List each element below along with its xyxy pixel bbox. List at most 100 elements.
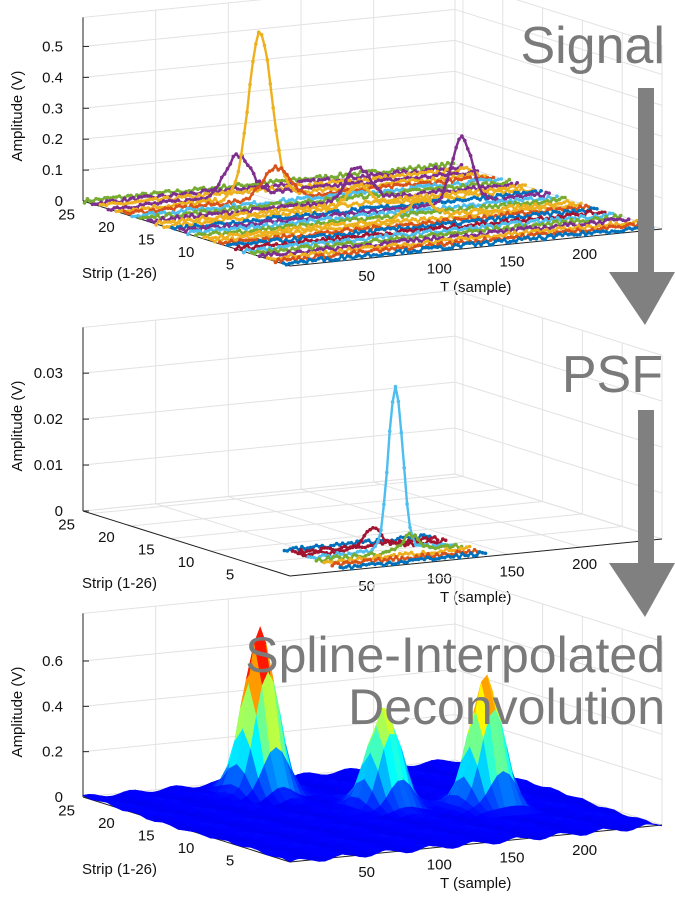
- data-point: [127, 201, 132, 205]
- data-point: [115, 205, 119, 209]
- data-point: [140, 191, 145, 196]
- data-point: [299, 548, 303, 552]
- data-point: [241, 250, 246, 255]
- data-point: [418, 249, 422, 254]
- data-point: [300, 544, 304, 549]
- data-point: [454, 542, 458, 547]
- data-point: [428, 201, 433, 206]
- data-point: [167, 211, 171, 216]
- data-point: [481, 203, 486, 208]
- data-point: [234, 232, 238, 237]
- data-point: [215, 201, 220, 206]
- data-point: [378, 189, 383, 194]
- data-point: [131, 210, 135, 215]
- data-point: [148, 197, 152, 202]
- data-point: [420, 174, 425, 179]
- data-point: [404, 533, 409, 538]
- data-point: [385, 203, 389, 208]
- strip-tick-label: 20: [98, 529, 115, 546]
- data-point: [409, 173, 414, 177]
- data-point: [213, 197, 217, 201]
- data-point: [231, 205, 235, 210]
- data-point: [184, 229, 188, 234]
- data-point: [543, 237, 547, 242]
- data-point: [441, 204, 446, 208]
- data-point: [312, 187, 316, 192]
- data-point: [307, 185, 311, 190]
- data-point: [177, 203, 182, 208]
- data-point: [371, 194, 376, 199]
- strip-axis-label: Strip (1-26): [82, 265, 157, 282]
- data-point: [105, 195, 110, 200]
- z-tick-label: 0.4: [42, 69, 63, 86]
- data-point: [143, 206, 148, 211]
- data-point: [270, 185, 274, 189]
- data-point: [110, 200, 114, 205]
- data-point: [466, 172, 470, 177]
- data-point: [340, 211, 345, 216]
- data-point: [165, 195, 169, 199]
- data-point: [469, 551, 473, 555]
- data-point: [233, 179, 238, 184]
- data-point: [435, 552, 439, 556]
- data-point: [252, 200, 257, 204]
- data-point: [457, 211, 462, 216]
- data-point: [279, 181, 284, 186]
- data-point: [186, 232, 190, 237]
- time-axis-label: T (sample): [440, 875, 511, 892]
- data-point: [363, 177, 367, 181]
- data-point: [237, 205, 241, 209]
- data-point: [555, 194, 559, 198]
- data-point: [348, 189, 352, 193]
- data-point: [336, 561, 340, 565]
- data-point: [581, 229, 585, 234]
- data-point: [286, 187, 291, 191]
- data-point: [381, 235, 386, 240]
- data-point: [291, 256, 295, 260]
- data-point: [485, 226, 489, 230]
- data-point: [311, 205, 315, 210]
- data-point: [444, 217, 449, 221]
- data-point: [114, 195, 119, 199]
- data-point: [433, 165, 438, 169]
- data-point: [419, 178, 424, 182]
- data-point: [195, 200, 200, 204]
- data-point: [218, 203, 222, 208]
- data-point: [265, 58, 270, 62]
- data-point: [166, 188, 171, 193]
- data-point: [286, 254, 290, 259]
- data-point: [379, 528, 383, 532]
- data-point: [597, 219, 602, 224]
- data-point: [402, 466, 407, 470]
- data-point: [242, 131, 246, 136]
- data-point: [229, 238, 234, 243]
- data-point: [450, 190, 455, 194]
- data-point: [437, 171, 442, 176]
- data-point: [104, 203, 108, 208]
- data-point: [201, 224, 205, 229]
- z-tick-label: 0.1: [42, 162, 63, 179]
- data-point: [126, 205, 131, 210]
- data-point: [428, 162, 433, 167]
- data-point: [137, 209, 141, 213]
- z-tick-label: 0.01: [34, 457, 63, 474]
- data-point: [230, 186, 235, 191]
- data-point: [494, 208, 499, 213]
- data-point: [333, 183, 337, 187]
- data-point: [281, 233, 286, 237]
- data-point: [426, 552, 430, 556]
- data-point: [341, 185, 345, 190]
- data-point: [451, 174, 456, 178]
- data-point: [359, 182, 364, 186]
- data-point: [350, 560, 355, 565]
- data-point: [181, 227, 185, 231]
- data-point: [565, 223, 570, 227]
- data-point: [298, 551, 303, 556]
- data-point: [423, 173, 427, 178]
- data-point: [346, 172, 351, 177]
- time-tick-label: 200: [572, 842, 597, 859]
- data-point: [578, 232, 582, 237]
- data-point: [524, 229, 528, 233]
- data-point: [326, 252, 331, 256]
